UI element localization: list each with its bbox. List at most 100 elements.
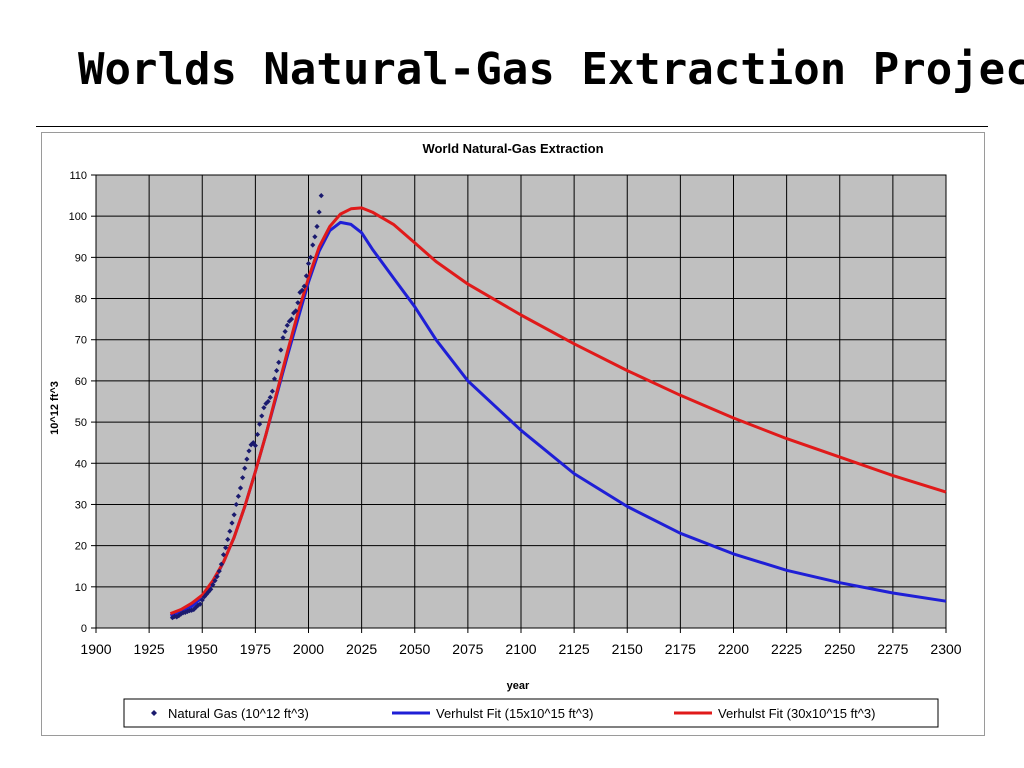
x-tick-label: 2075: [452, 641, 483, 657]
data-point: [280, 335, 286, 341]
data-point: [299, 287, 305, 293]
data-point: [225, 536, 231, 543]
data-point: [223, 545, 229, 551]
x-axis-label: year: [507, 680, 530, 692]
data-point: [182, 609, 188, 615]
data-point: [288, 316, 295, 322]
legend-marker-0: [151, 710, 157, 716]
data-point: [246, 448, 252, 454]
y-tick-label: 100: [69, 211, 87, 223]
data-point: [316, 209, 322, 215]
data-point: [208, 586, 214, 592]
legend-box: [123, 698, 939, 728]
data-point: [314, 223, 320, 230]
data-point: [310, 242, 316, 248]
chart-title: World Natural-Gas Extraction: [422, 141, 603, 156]
data-point: [284, 322, 290, 328]
data-point: [303, 273, 309, 279]
x-tick-label: 2225: [771, 641, 802, 657]
data-point: [169, 615, 176, 621]
data-point: [237, 485, 244, 491]
data-point: [257, 421, 263, 427]
y-tick-label: 70: [75, 335, 87, 347]
y-tick-label: 0: [81, 623, 87, 635]
x-tick-label: 1975: [240, 641, 271, 657]
chart-frame: World Natural-Gas Extraction 1900 1925 195…: [41, 132, 985, 736]
data-point: [195, 602, 201, 608]
data-point: [259, 413, 265, 419]
legend-entry-1: Verhulst Fit (15x10^15 ft^3): [436, 706, 593, 721]
data-point: [214, 573, 220, 580]
x-tick-label: 2200: [718, 641, 749, 657]
data-point: [293, 308, 299, 314]
data-point: [261, 405, 267, 411]
data-point: [193, 604, 199, 611]
x-tick-label: 2125: [559, 641, 590, 657]
data-point: [265, 398, 271, 405]
data-point: [274, 368, 280, 374]
data-point: [184, 608, 190, 615]
data-point: [276, 359, 282, 365]
x-tick-label: 2175: [665, 641, 696, 657]
data-point: [227, 528, 233, 534]
data-point: [197, 601, 203, 607]
data-point: [269, 388, 275, 394]
data-point: [282, 328, 288, 335]
data-point: [220, 552, 227, 558]
legend-entry-2: Verhulst Fit (30x10^15 ft^3): [718, 706, 875, 721]
data-point: [295, 300, 301, 306]
slide-title: Worlds Natural-Gas Extraction Projec: [78, 44, 1024, 95]
series-line-2: [169, 206, 947, 615]
x-tick-label: 2000: [293, 641, 324, 657]
x-tick-label: 2250: [824, 641, 855, 657]
data-point: [278, 347, 284, 353]
data-point: [212, 578, 218, 584]
y-tick-label: 30: [75, 499, 87, 511]
data-point: [210, 582, 216, 588]
y-tick-label: 80: [75, 294, 87, 306]
data-point: [235, 493, 241, 499]
title-divider: [36, 126, 988, 127]
legend: Natural Gas (10^12 ft^3) Verhulst Fit (15…: [123, 698, 939, 728]
x-tick-label: 1925: [134, 641, 165, 657]
y-tick-label: 20: [75, 541, 87, 553]
data-point: [229, 520, 235, 526]
data-point: [176, 613, 182, 619]
data-point: [242, 465, 248, 471]
data-point: [191, 606, 197, 613]
y-tick-label: 10: [75, 582, 87, 594]
data-point: [174, 614, 180, 620]
legend-entry-0: Natural Gas (10^12 ft^3): [168, 706, 309, 721]
y-tick-label: 60: [75, 376, 87, 388]
chart: World Natural-Gas Extraction 1900 1925 195…: [49, 141, 962, 728]
data-point: [216, 568, 222, 574]
x-tick-label: 1950: [187, 641, 218, 657]
y-axis-label: 10^12 ft^3: [49, 381, 61, 435]
data-point: [301, 283, 307, 289]
data-point: [231, 512, 237, 518]
data-point: [244, 456, 250, 462]
x-tick-label: 2050: [399, 641, 430, 657]
data-point: [308, 254, 314, 260]
data-point: [199, 597, 205, 603]
x-tick-label: 2275: [877, 641, 908, 657]
x-tick-label: 1900: [80, 641, 111, 657]
data-point: [291, 310, 297, 316]
data-point: [318, 192, 324, 199]
plot-area: 1900 1925 1950 1975 2000 2025 2050 2075 2100 2125…: [69, 170, 962, 657]
plot-border: [95, 174, 947, 629]
y-tick-label: 50: [75, 417, 87, 429]
data-point: [201, 594, 207, 600]
data-point: [271, 376, 278, 382]
data-point: [254, 431, 261, 438]
x-tick-label: 2300: [930, 641, 961, 657]
y-tick-label: 40: [75, 458, 87, 470]
data-point: [252, 442, 258, 449]
data-point: [312, 234, 318, 240]
data-point: [233, 501, 239, 508]
x-tick-label: 2100: [505, 641, 536, 657]
data-point: [267, 394, 273, 400]
data-point: [218, 561, 224, 567]
x-tick-label: 2150: [612, 641, 643, 657]
x-tick-label: 2025: [346, 641, 377, 657]
